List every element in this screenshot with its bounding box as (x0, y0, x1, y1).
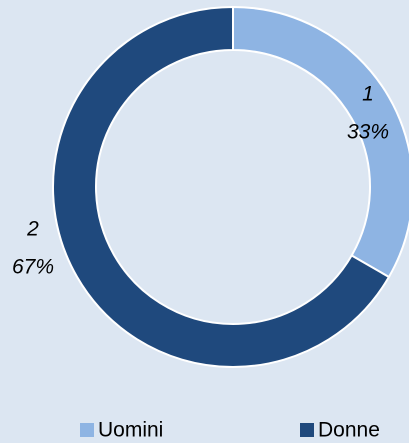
legend-label: Uomini (98, 419, 163, 442)
legend-swatch (80, 423, 94, 437)
percent-label: 33% (347, 121, 389, 144)
legend-swatch (300, 423, 314, 437)
data-label: 1 (362, 83, 374, 106)
donut-segment (52, 5, 391, 368)
legend-label: Donne (318, 419, 380, 442)
percent-label: 67% (12, 256, 54, 279)
data-label: 2 (26, 218, 39, 241)
